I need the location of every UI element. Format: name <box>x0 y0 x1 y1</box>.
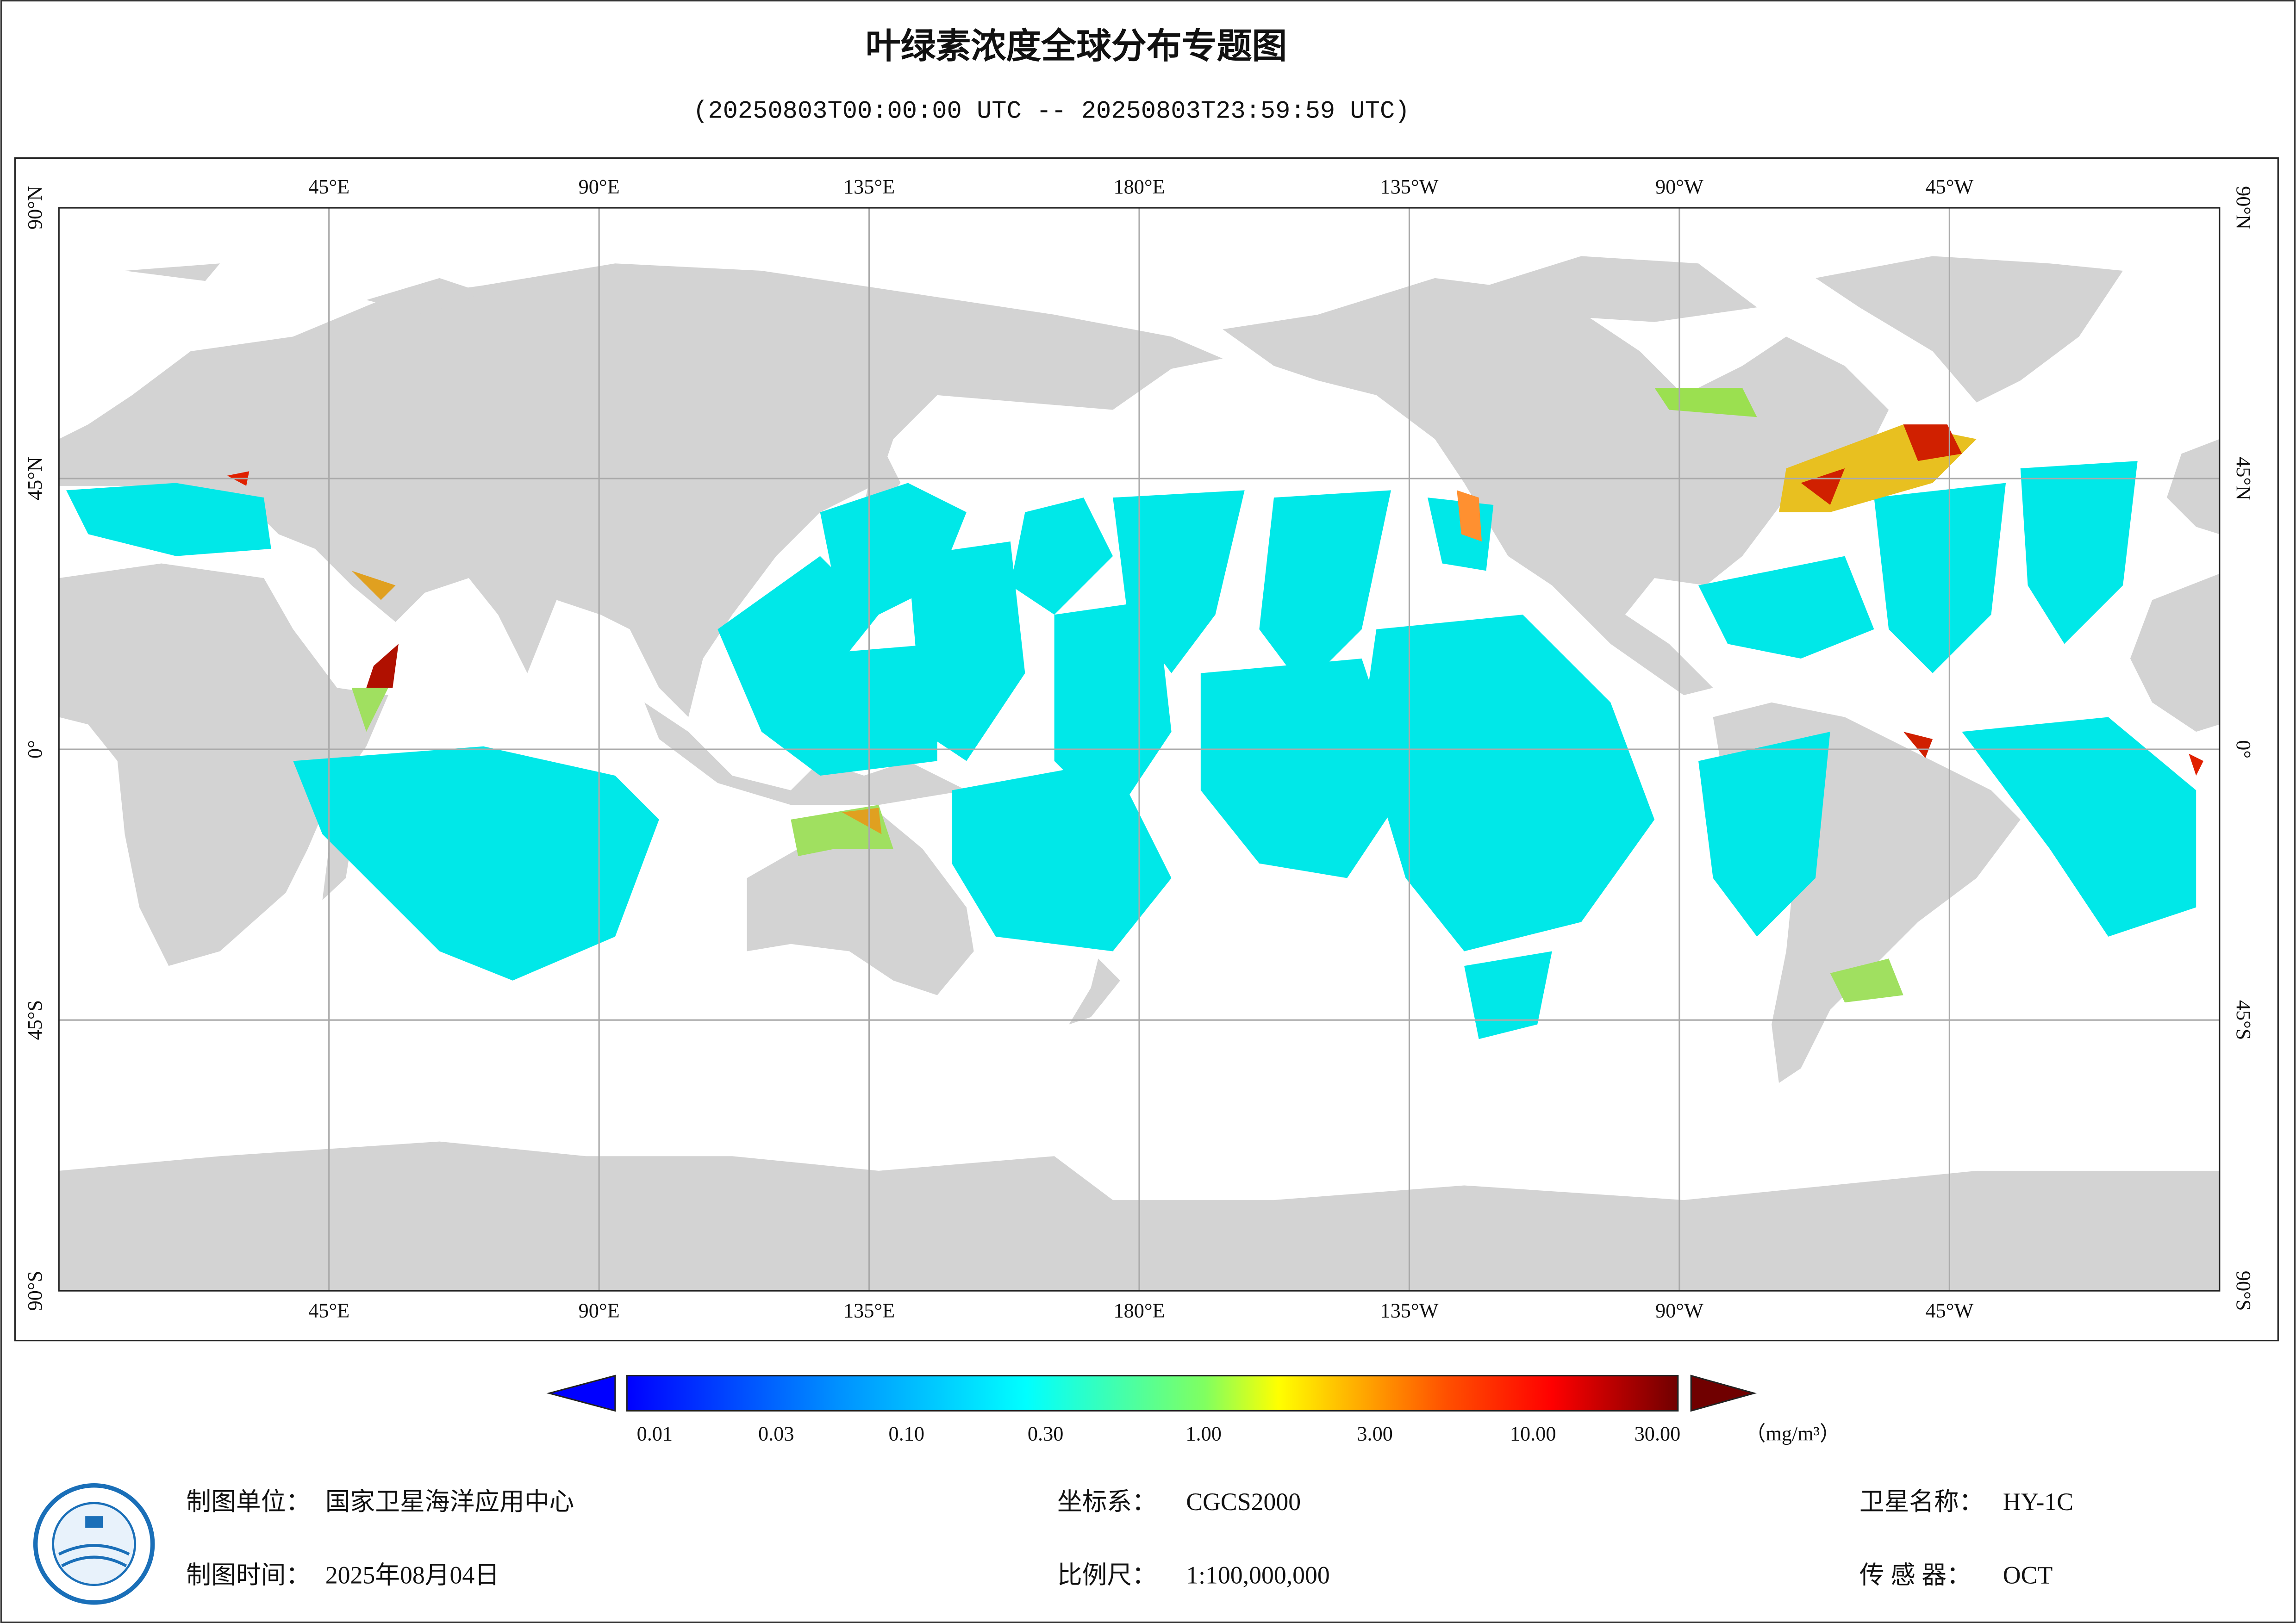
unit-label: 制图单位： <box>186 1488 311 1516</box>
west-africa <box>2130 573 2220 732</box>
patch <box>1054 600 1172 820</box>
arctic-islands <box>125 256 1757 322</box>
colorbar-label: 10.00 <box>1510 1422 1556 1445</box>
lon-label-bottom: 45°W <box>1925 1300 1973 1322</box>
lon-label-bottom: 45°E <box>308 1300 349 1322</box>
lon-label-top: 90°W <box>1655 175 1703 198</box>
lat-label-left: 90°S <box>24 1271 46 1311</box>
lon-label-bottom: 90°W <box>1655 1300 1703 1322</box>
colorbar-label: 0.10 <box>888 1422 924 1445</box>
graticule <box>59 208 2220 1291</box>
title: 叶绿素浓度全球分布专题图 <box>866 25 1287 66</box>
patch <box>1698 732 1830 937</box>
time-label: 制图时间： <box>186 1561 311 1589</box>
crs-label: 坐标系： <box>1057 1488 1157 1516</box>
australia <box>747 812 974 995</box>
map <box>58 207 2221 1292</box>
lon-label-bottom: 180°E <box>1113 1300 1165 1322</box>
subtitle: (20250803T00:00:00 UTC -- 20250803T23:59… <box>693 98 1410 126</box>
lat-label-right: 45°S <box>2232 1000 2255 1040</box>
crs: CGCS2000 <box>1186 1488 1301 1516</box>
colorbar-ramp <box>626 1374 1679 1412</box>
scale: 1:100,000,000 <box>1186 1561 1330 1589</box>
lon-label-bottom: 90°E <box>579 1300 620 1322</box>
lon-label-top: 45°E <box>308 175 349 198</box>
chlorophyll-low <box>66 461 2196 1039</box>
satellite: HY-1C <box>2003 1488 2073 1516</box>
colorbar-unit: （mg/m³） <box>1745 1422 1840 1445</box>
lat-label-left: 90°N <box>24 186 46 230</box>
eurasia <box>59 263 1223 717</box>
colorbar-label: 0.30 <box>1028 1422 1063 1445</box>
patch <box>1200 659 1406 878</box>
lat-label-right: 45°N <box>2232 457 2255 500</box>
patch <box>66 483 271 556</box>
lon-label-top: 45°W <box>1925 175 1973 198</box>
west-europe <box>2166 439 2220 535</box>
colorbar-label: 3.00 <box>1357 1422 1392 1445</box>
lat-label-right: 90°N <box>2232 186 2255 230</box>
unit: 国家卫星海洋应用中心 <box>325 1488 574 1516</box>
colorbar: （mg/m³） <box>546 1374 1840 1445</box>
map-labels: 45°E 45°E 90°E 90°E 135°E 135°E 180°E 180°E 135°… <box>24 175 2255 1322</box>
map-frame <box>14 157 2279 1342</box>
patch <box>366 644 399 688</box>
colorbar-label: 1.00 <box>1185 1422 1221 1445</box>
patch <box>1259 490 1391 688</box>
patch <box>718 556 879 732</box>
colorbar-max-arrow <box>1690 1374 1757 1412</box>
north-america <box>1223 278 1889 696</box>
patch <box>1361 615 1655 951</box>
footer: 制图单位： 国家卫星海洋应用中心 制图时间： 2025年08月04日 坐标系： … <box>186 1488 2073 1589</box>
patch <box>1874 483 2006 673</box>
colorbar-label: 0.01 <box>637 1422 673 1445</box>
patch <box>761 644 937 776</box>
lon-label-top: 135°W <box>1380 175 1439 198</box>
lat-label-left: 0° <box>24 740 46 759</box>
lon-label-top: 90°E <box>579 175 620 198</box>
indonesia <box>644 702 967 805</box>
logo-waves <box>58 1544 130 1567</box>
satellite-label: 卫星名称： <box>1859 1488 1984 1516</box>
colorbar-label: 0.03 <box>758 1422 794 1445</box>
lat-label-right: 90°S <box>2232 1271 2255 1311</box>
greenland <box>1816 256 2123 403</box>
patch <box>293 746 659 981</box>
time: 2025年08月04日 <box>325 1561 499 1589</box>
patch <box>1464 951 1552 1039</box>
map-border <box>58 207 2221 1292</box>
logo-satellite <box>85 1516 103 1528</box>
colorbar-label: 30.00 <box>1635 1422 1681 1445</box>
lat-label-left: 45°N <box>24 457 46 500</box>
lat-label-right: 0° <box>2232 740 2255 759</box>
lon-label-bottom: 135°W <box>1380 1300 1439 1322</box>
scale-label: 比例尺： <box>1057 1561 1157 1589</box>
lon-label-bottom: 135°E <box>843 1300 895 1322</box>
patch <box>1698 556 1874 659</box>
logo <box>33 1483 155 1605</box>
colorbar-min-arrow <box>546 1374 616 1412</box>
lon-label-top: 135°E <box>843 175 895 198</box>
patch <box>1010 497 1113 615</box>
new-zealand <box>1069 958 1120 1025</box>
patch <box>1113 490 1245 673</box>
patch <box>1457 490 1482 542</box>
lat-label-left: 45°S <box>24 1000 46 1040</box>
sensor-label: 传 感 器： <box>1859 1561 1972 1589</box>
patch <box>2020 461 2138 644</box>
sensor: OCT <box>2003 1561 2053 1589</box>
lon-label-top: 180°E <box>1113 175 1165 198</box>
africa <box>59 563 388 966</box>
patch <box>952 761 1172 951</box>
patch <box>1962 717 2196 937</box>
